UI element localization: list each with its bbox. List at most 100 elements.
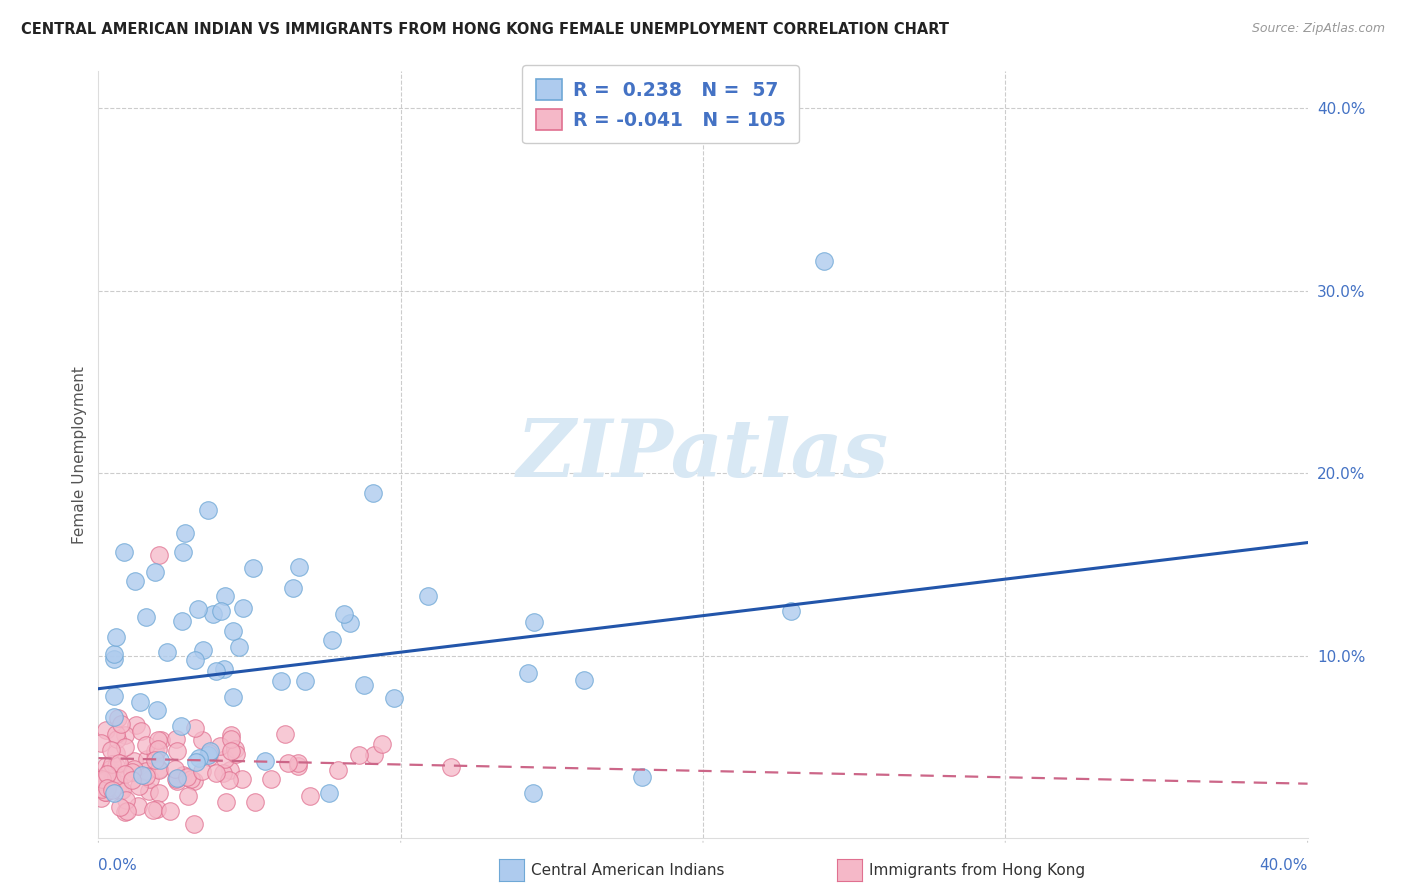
Point	[142, 803, 165, 817]
Point	[101, 782, 124, 797]
Point	[100, 743, 122, 757]
Point	[146, 732, 169, 747]
Point	[114, 728, 136, 742]
Point	[347, 747, 370, 762]
Point	[361, 486, 384, 500]
Point	[146, 742, 169, 756]
Point	[103, 690, 125, 704]
Point	[813, 254, 835, 268]
Legend: R =  0.238   N =  57, R = -0.041   N = 105: R = 0.238 N = 57, R = -0.041 N = 105	[523, 65, 799, 144]
Point	[522, 786, 544, 800]
Point	[219, 744, 242, 758]
Point	[176, 770, 198, 784]
Point	[253, 754, 276, 768]
Point	[149, 753, 172, 767]
Point	[143, 566, 166, 580]
Point	[184, 755, 207, 769]
Point	[148, 786, 170, 800]
Point	[779, 604, 801, 618]
Point	[288, 560, 311, 574]
Point	[523, 615, 546, 629]
Point	[166, 744, 188, 758]
Point	[631, 770, 654, 784]
Point	[184, 721, 207, 735]
Point	[180, 772, 202, 787]
Point	[93, 772, 115, 787]
Point	[221, 728, 243, 742]
Point	[440, 759, 463, 773]
Point	[174, 525, 197, 540]
Text: Source: ZipAtlas.com: Source: ZipAtlas.com	[1251, 22, 1385, 36]
Point	[110, 782, 132, 797]
Y-axis label: Female Unemployment: Female Unemployment	[72, 366, 87, 544]
Point	[156, 645, 179, 659]
Point	[172, 768, 194, 782]
Point	[277, 756, 299, 771]
Point	[198, 746, 221, 760]
Point	[90, 781, 112, 796]
Point	[128, 779, 150, 793]
Point	[114, 767, 136, 781]
Point	[166, 771, 188, 785]
Point	[214, 752, 236, 766]
Point	[136, 752, 159, 766]
Point	[197, 503, 219, 517]
Point	[198, 749, 221, 764]
Point	[90, 772, 112, 786]
Point	[107, 776, 129, 790]
Point	[212, 766, 235, 780]
Point	[184, 653, 207, 667]
Point	[148, 762, 170, 776]
Point	[105, 758, 128, 772]
Point	[270, 673, 292, 688]
Text: CENTRAL AMERICAN INDIAN VS IMMIGRANTS FROM HONG KONG FEMALE UNEMPLOYMENT CORRELA: CENTRAL AMERICAN INDIAN VS IMMIGRANTS FR…	[21, 22, 949, 37]
Text: 0.0%: 0.0%	[98, 858, 138, 872]
Point	[115, 804, 138, 818]
Point	[353, 678, 375, 692]
Point	[91, 772, 114, 786]
Point	[218, 772, 240, 787]
Point	[183, 817, 205, 831]
Point	[221, 690, 243, 704]
Point	[163, 762, 186, 776]
Point	[94, 723, 117, 738]
Text: Immigrants from Hong Kong: Immigrants from Hong Kong	[869, 863, 1085, 878]
Point	[121, 772, 143, 787]
Point	[94, 759, 117, 773]
Point	[110, 716, 132, 731]
Point	[104, 630, 127, 644]
Point	[90, 736, 112, 750]
Point	[198, 744, 221, 758]
Point	[209, 604, 232, 618]
Point	[94, 785, 117, 799]
Point	[91, 780, 114, 794]
Point	[332, 607, 354, 621]
Point	[232, 601, 254, 615]
Point	[187, 601, 209, 615]
Point	[245, 795, 267, 809]
Point	[287, 759, 309, 773]
Point	[104, 726, 127, 740]
Point	[190, 764, 212, 778]
Point	[212, 662, 235, 676]
Point	[90, 773, 112, 788]
Point	[205, 664, 228, 678]
Point	[172, 545, 194, 559]
Point	[205, 766, 228, 780]
Point	[209, 739, 232, 753]
Point	[148, 549, 170, 563]
Point	[191, 733, 214, 747]
Point	[104, 769, 127, 783]
Point	[165, 772, 187, 787]
Text: ZIPatlas: ZIPatlas	[517, 417, 889, 493]
Point	[224, 742, 246, 756]
Point	[148, 763, 170, 777]
Point	[138, 784, 160, 798]
Point	[114, 740, 136, 755]
Point	[110, 784, 132, 798]
Text: Central American Indians: Central American Indians	[531, 863, 725, 878]
Point	[108, 799, 131, 814]
Point	[517, 665, 540, 680]
Point	[135, 739, 157, 753]
Point	[170, 718, 193, 732]
